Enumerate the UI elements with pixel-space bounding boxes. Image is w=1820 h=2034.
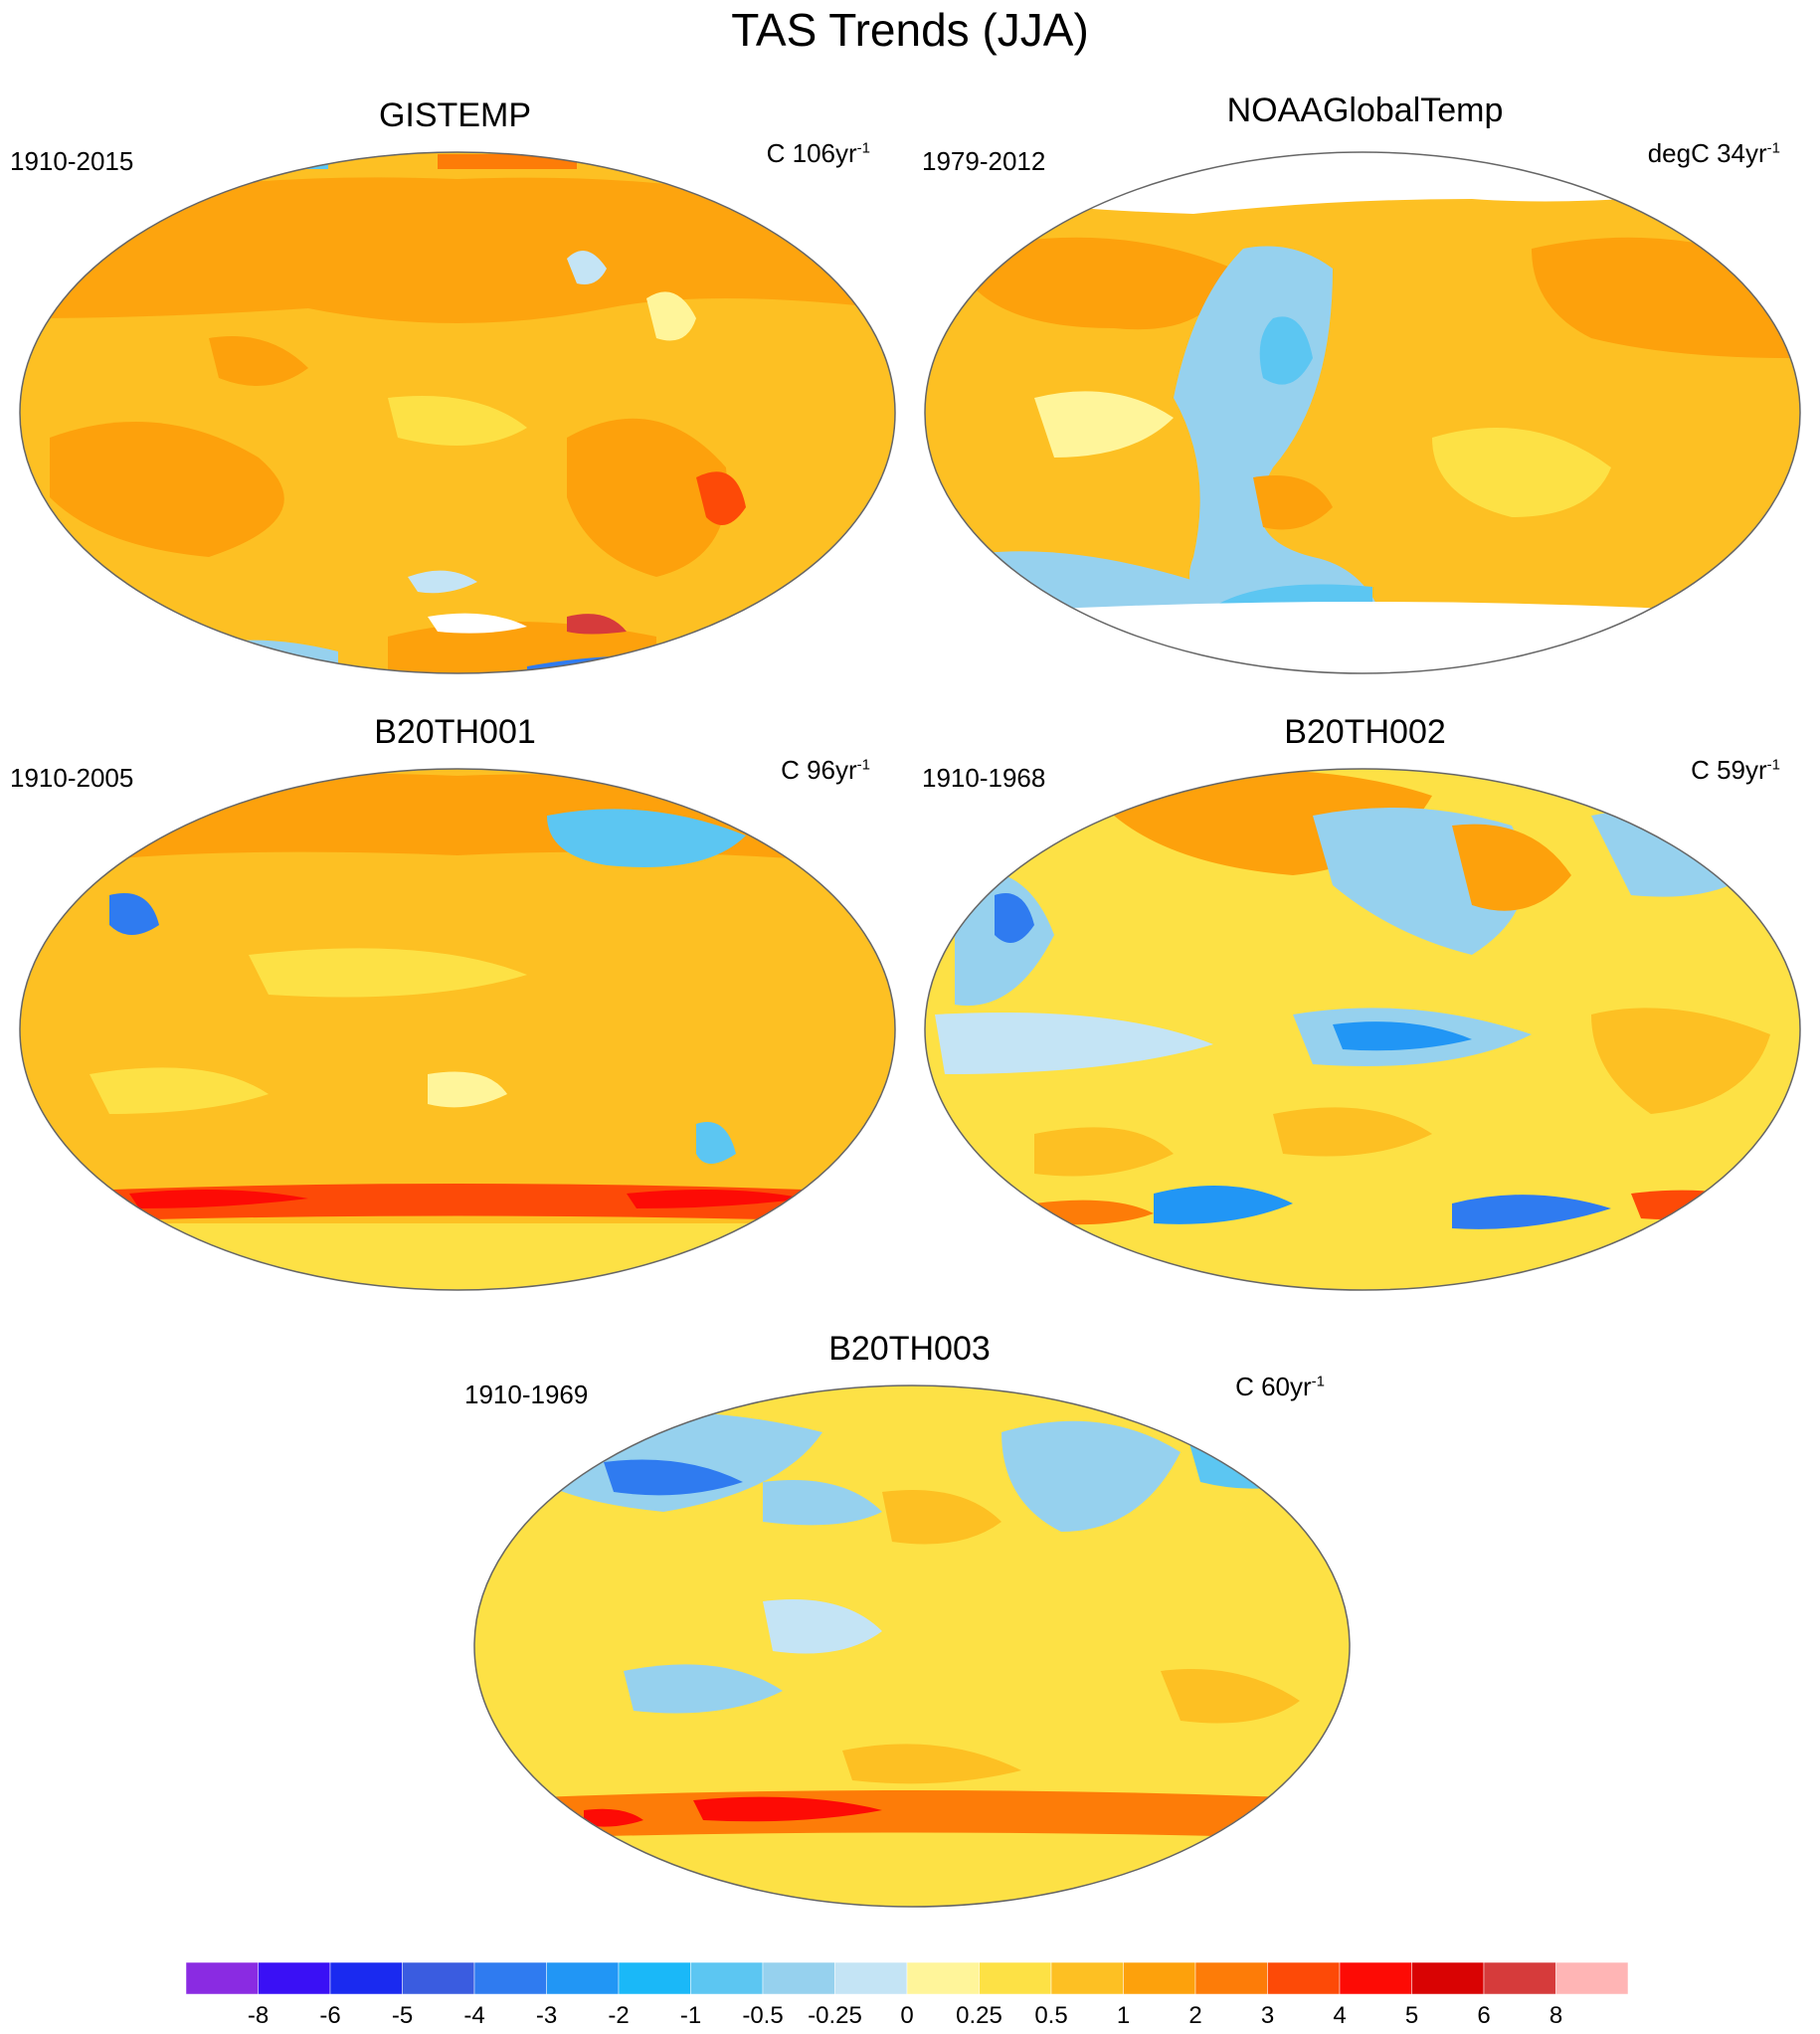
colorbar-tick-label: 0 [900, 2002, 914, 2029]
period-label: 1910-2015 [10, 146, 134, 176]
colorbar-swatch [690, 1961, 764, 1995]
colorbar-swatch [473, 1961, 547, 1995]
colorbar-tick-label: 6 [1477, 2002, 1491, 2029]
colorbar-swatch [258, 1961, 331, 1995]
units-label: C 59yr-1 [1691, 755, 1780, 785]
colorbar-tick-label: -1 [679, 2002, 702, 2029]
colorbar-tick-label: 4 [1333, 2002, 1347, 2029]
period-label: 1910-2005 [10, 763, 134, 793]
period-label: 1979-2012 [922, 146, 1046, 176]
panel-b20th003: B20TH003 1910-1969 C 60yr-1 [455, 1328, 1365, 1935]
panel-gistemp: GISTEMP 1910-2015 C 106yr-1 [0, 94, 910, 691]
colorbar-swatch [1267, 1961, 1341, 1995]
panel-title: B20TH003 [828, 1330, 991, 1368]
units-label: degC 34yr-1 [1647, 138, 1780, 168]
colorbar-swatch [1194, 1961, 1268, 1995]
colorbar-swatch [979, 1961, 1052, 1995]
panel-title: B20TH002 [1284, 713, 1446, 751]
colorbar-tick-label: 5 [1404, 2002, 1419, 2029]
panel-b20th002: B20TH002 1910-1968 C 59yr-1 [910, 711, 1820, 1308]
colorbar-tick-label: -8 [247, 2002, 270, 2029]
colorbar-swatch [1555, 1961, 1628, 1995]
colorbar-tick-label: -3 [535, 2002, 558, 2029]
colorbar-swatch [1483, 1961, 1556, 1995]
colorbar-swatch [186, 1961, 259, 1995]
colorbar [186, 1961, 1628, 1995]
colorbar-tick-label: -0.5 [742, 2002, 784, 2029]
colorbar-tick-label: -6 [319, 2002, 341, 2029]
colorbar-tick-label: 1 [1116, 2002, 1131, 2029]
map-b20th002 [924, 768, 1801, 1291]
colorbar-tick-label: -0.25 [808, 2002, 862, 2029]
panel-title: GISTEMP [378, 96, 532, 134]
map-b20th003 [473, 1385, 1351, 1908]
panel-title: B20TH001 [374, 713, 536, 751]
colorbar-swatch [1411, 1961, 1485, 1995]
colorbar-swatch [1339, 1961, 1412, 1995]
panel-title: NOAAGlobalTemp [1226, 92, 1504, 129]
period-label: 1910-1969 [464, 1380, 589, 1409]
period-label: 1910-1968 [922, 763, 1046, 793]
colorbar-tick-label: -5 [391, 2002, 414, 2029]
colorbar-swatch [834, 1961, 908, 1995]
colorbar-tick-label: -2 [608, 2002, 630, 2029]
colorbar-swatch [1050, 1961, 1124, 1995]
units-label: C 60yr-1 [1235, 1372, 1325, 1401]
map-gistemp [19, 151, 896, 674]
colorbar-swatch [906, 1961, 980, 1995]
colorbar-tick-label: -4 [463, 2002, 485, 2029]
colorbar-tick-label: 0.25 [956, 2002, 1002, 2029]
colorbar-swatch [546, 1961, 620, 1995]
figure-title: TAS Trends (JJA) [731, 4, 1089, 56]
colorbar-tick-label: 3 [1260, 2002, 1275, 2029]
colorbar-swatch [1123, 1961, 1196, 1995]
colorbar-tick-label: 2 [1188, 2002, 1202, 2029]
colorbar-swatch [618, 1961, 691, 1995]
colorbar-swatch [402, 1961, 475, 1995]
units-label: C 106yr-1 [766, 138, 870, 168]
colorbar-swatch [329, 1961, 403, 1995]
panel-noaa: NOAAGlobalTemp 1979-2012 degC 34yr-1 [910, 90, 1820, 691]
units-label: C 96yr-1 [781, 755, 870, 785]
panel-b20th001: B20TH001 1910-2005 C 96yr-1 [0, 711, 910, 1308]
colorbar-swatch [762, 1961, 835, 1995]
map-noaa [924, 151, 1801, 674]
colorbar-tick-label: 0.5 [1034, 2002, 1068, 2029]
map-b20th001 [19, 768, 896, 1291]
colorbar-tick-label: 8 [1548, 2002, 1563, 2029]
